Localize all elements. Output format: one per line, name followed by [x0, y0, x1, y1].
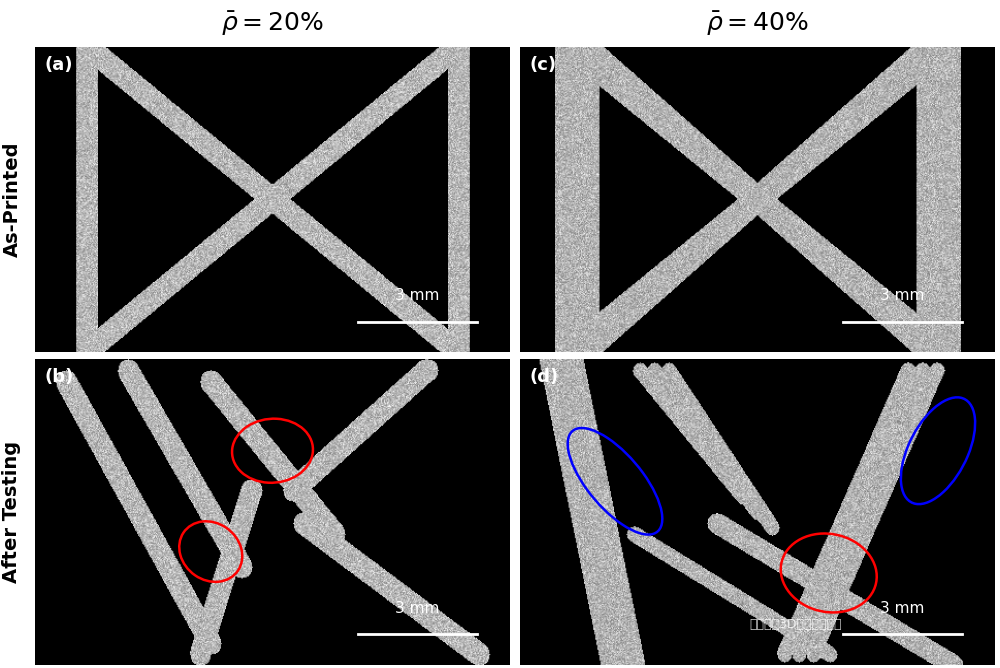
Text: (d): (d): [530, 368, 559, 386]
Text: 3 mm: 3 mm: [880, 601, 925, 616]
Text: 3 mm: 3 mm: [880, 289, 925, 303]
Text: (c): (c): [530, 56, 557, 74]
Text: 3 mm: 3 mm: [395, 601, 440, 616]
Text: (b): (b): [44, 368, 74, 386]
Text: As-Printed: As-Printed: [2, 142, 22, 257]
Text: After Testing: After Testing: [2, 441, 22, 583]
Text: $\bar{\rho} = 20\%$: $\bar{\rho} = 20\%$: [221, 10, 324, 38]
Text: (a): (a): [44, 56, 73, 74]
Text: $\bar{\rho} = 40\%$: $\bar{\rho} = 40\%$: [706, 10, 809, 38]
Text: 3 mm: 3 mm: [395, 289, 440, 303]
Text: 公众号：3D打印技术参考: 公众号：3D打印技术参考: [749, 619, 842, 631]
